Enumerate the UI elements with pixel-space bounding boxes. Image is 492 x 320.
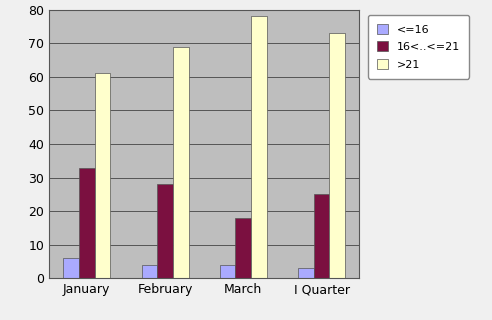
Legend: <=16, 16<..<=21, >21: <=16, 16<..<=21, >21 — [368, 15, 469, 79]
Bar — [173, 46, 188, 278]
Bar — [220, 265, 236, 278]
Bar — [236, 218, 251, 278]
Bar — [157, 184, 173, 278]
Bar — [142, 265, 157, 278]
Bar — [94, 74, 110, 278]
Bar — [298, 268, 314, 278]
Bar — [330, 33, 345, 278]
Bar — [251, 16, 267, 278]
Bar — [79, 168, 94, 278]
Bar — [314, 194, 330, 278]
Bar — [63, 258, 79, 278]
